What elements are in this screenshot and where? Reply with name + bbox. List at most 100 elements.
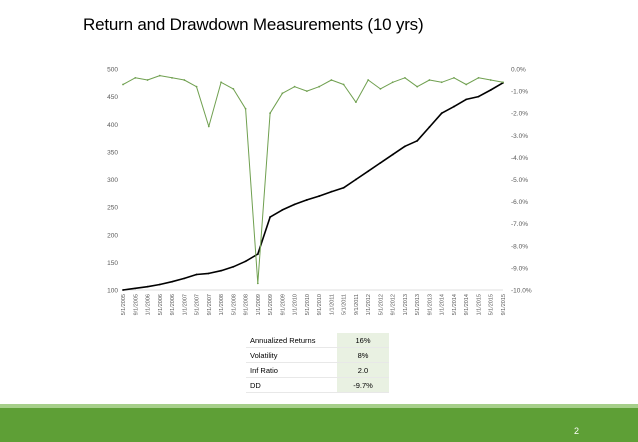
y-left-tick-label: 450: [107, 94, 118, 101]
stats-row: Annualized Returns 16%: [246, 333, 389, 348]
drawdown-point: [342, 83, 345, 86]
drawdown-point: [305, 90, 308, 92]
y-left-tick-label: 250: [107, 205, 118, 212]
drawdown-point: [269, 112, 271, 115]
y-right-tick-label: -4.0%: [511, 155, 528, 162]
drawdown-point: [440, 81, 443, 84]
index-point: [220, 269, 222, 272]
index-point: [244, 260, 247, 263]
drawdown-point: [416, 85, 419, 88]
stats-row: Volatility 8%: [246, 347, 389, 363]
chart: 100 150 200 250 300 350 400 450 500 0.0% -1.0% -2.0…: [107, 67, 532, 316]
y-right-tick-label: -10.0%: [511, 288, 532, 295]
index-point: [122, 289, 124, 291]
footer-bar: [0, 408, 638, 442]
x-tick-label: 1/1/2006: [146, 294, 152, 315]
y-right-tick-label: -9.0%: [511, 265, 528, 272]
y-right-tick-label: -2.0%: [511, 111, 528, 118]
index-point: [146, 285, 149, 288]
x-tick-label: 1/1/2008: [219, 294, 225, 315]
index-point: [428, 126, 431, 128]
index-point: [318, 195, 321, 197]
drawdown-point: [477, 76, 480, 79]
drawdown-point: [281, 92, 284, 95]
y-right-tick-label: -6.0%: [511, 199, 528, 206]
index-series-line: [122, 82, 504, 291]
drawdown-point: [465, 83, 468, 86]
index-point: [256, 253, 259, 255]
index-point: [269, 216, 271, 218]
stats-row: DD -9.7%: [246, 377, 389, 393]
x-tick-label: 1/1/2009: [256, 294, 262, 315]
index-point: [404, 145, 406, 148]
index-point: [379, 162, 382, 164]
drawdown-point: [453, 76, 455, 79]
drawdown-point: [293, 85, 296, 88]
drawdown-point: [355, 101, 357, 104]
index-point: [330, 190, 333, 193]
index-point: [477, 95, 480, 98]
x-tick-label: 5/1/2007: [195, 294, 201, 315]
stats-value: -9.7%: [337, 377, 389, 393]
drawdown-point: [195, 85, 198, 88]
x-tick-label: 5/1/2006: [158, 294, 164, 315]
x-tick-label: 9/1/2010: [317, 294, 323, 315]
drawdown-point: [256, 282, 259, 285]
drawdown-point: [489, 79, 492, 81]
x-tick-label: 9/1/2005: [133, 294, 139, 315]
x-tick-label: 1/1/2013: [403, 294, 409, 315]
stats-value: 2.0: [337, 362, 389, 378]
x-tick-label: 1/1/2011: [329, 294, 335, 315]
y-left-tick-label: 100: [107, 288, 118, 295]
x-tick-label: 1/1/2010: [293, 294, 299, 315]
index-point: [195, 273, 198, 276]
y-left-tick-label: 350: [107, 149, 118, 156]
y-right-tick-label: -8.0%: [511, 243, 528, 250]
index-point: [440, 112, 443, 115]
drawdown-point: [367, 79, 370, 81]
x-tick-label: 9/1/2012: [391, 294, 397, 315]
x-tick-label: 5/1/2015: [489, 294, 495, 315]
drawdown-point: [232, 87, 235, 90]
x-tick-label: 5/1/2011: [342, 294, 348, 315]
x-tick-label: 5/1/2014: [452, 294, 458, 315]
y-left-tick-label: 400: [107, 122, 118, 129]
slide-title: Return and Drawdown Measurements (10 yrs…: [83, 15, 424, 34]
drawdown-point: [404, 76, 406, 79]
x-tick-label: 5/1/2009: [268, 294, 274, 315]
index-point: [416, 139, 419, 142]
drawdown-series-line: [122, 75, 504, 284]
index-point: [232, 265, 235, 268]
x-tick-label: 9/1/2011: [354, 294, 360, 315]
index-point: [281, 208, 284, 211]
x-tick-label: 9/1/2006: [170, 294, 176, 315]
x-tick-label: 9/1/2014: [464, 294, 470, 315]
page-number: 2: [573, 426, 579, 436]
x-tick-label: 1/1/2015: [476, 294, 482, 315]
x-tick-label: 9/1/2008: [244, 294, 250, 315]
x-tick-label: 9/1/2007: [207, 294, 213, 315]
drawdown-point: [158, 74, 161, 77]
y-left-tick-label: 500: [107, 67, 118, 74]
drawdown-point: [146, 79, 149, 81]
y-left-tick-label: 200: [107, 232, 118, 239]
index-point: [367, 170, 370, 173]
index-point: [355, 178, 357, 181]
index-point: [453, 105, 455, 108]
index-point: [134, 287, 137, 290]
drawdown-point: [428, 79, 431, 81]
drawdown-point: [207, 125, 210, 128]
x-tick-label: 5/1/2012: [378, 294, 384, 315]
y-right-tick-label: -1.0%: [511, 89, 528, 96]
index-point: [342, 186, 345, 189]
drawdown-point: [220, 81, 222, 84]
x-tick-label: 9/1/2009: [280, 294, 286, 315]
drawdown-point: [122, 83, 124, 86]
stats-label: Annualized Returns: [246, 333, 337, 348]
stats-label: Inf Ratio: [246, 362, 337, 378]
x-tick-label: 5/1/2013: [415, 294, 421, 315]
stats-table: Annualized Returns 16% Volatility 8% Inf Rat…: [246, 333, 389, 393]
index-point: [465, 98, 468, 101]
y-right-tick-label: 0.0%: [511, 67, 526, 74]
stats-value: 16%: [337, 333, 389, 348]
